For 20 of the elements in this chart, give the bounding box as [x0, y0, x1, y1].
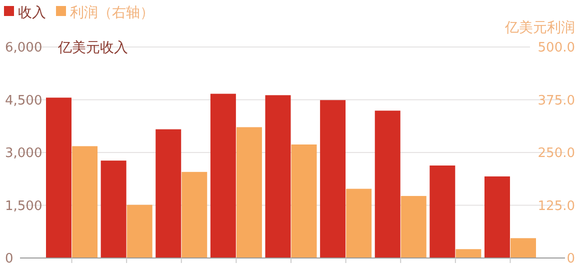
y2-tick-label: 125.0	[538, 198, 575, 214]
legend-label: 利润（右轴）	[70, 4, 154, 21]
y2-tick-label: 0	[566, 252, 575, 267]
bar	[374, 110, 400, 258]
y-tick-label: 6,000	[5, 40, 42, 56]
bar	[456, 249, 482, 258]
y-tick-label: 4,500	[5, 93, 42, 108]
bar	[320, 100, 346, 258]
legend-label: 收入	[18, 4, 46, 21]
y2-axis-title: 亿美元利润	[504, 20, 575, 36]
bar	[510, 238, 536, 258]
y2-tick-label: 375.0	[538, 93, 575, 108]
y-tick-label: 3,000	[5, 146, 42, 162]
bar	[484, 176, 510, 258]
y-tick-label: 1,500	[5, 198, 42, 214]
y-axis-title: 亿美元收入	[57, 40, 128, 56]
y-tick-label: 0	[5, 252, 14, 267]
y2-tick-label: 250.0	[538, 146, 575, 162]
y2-tick-label: 500.0	[538, 40, 575, 56]
bar	[430, 166, 456, 258]
